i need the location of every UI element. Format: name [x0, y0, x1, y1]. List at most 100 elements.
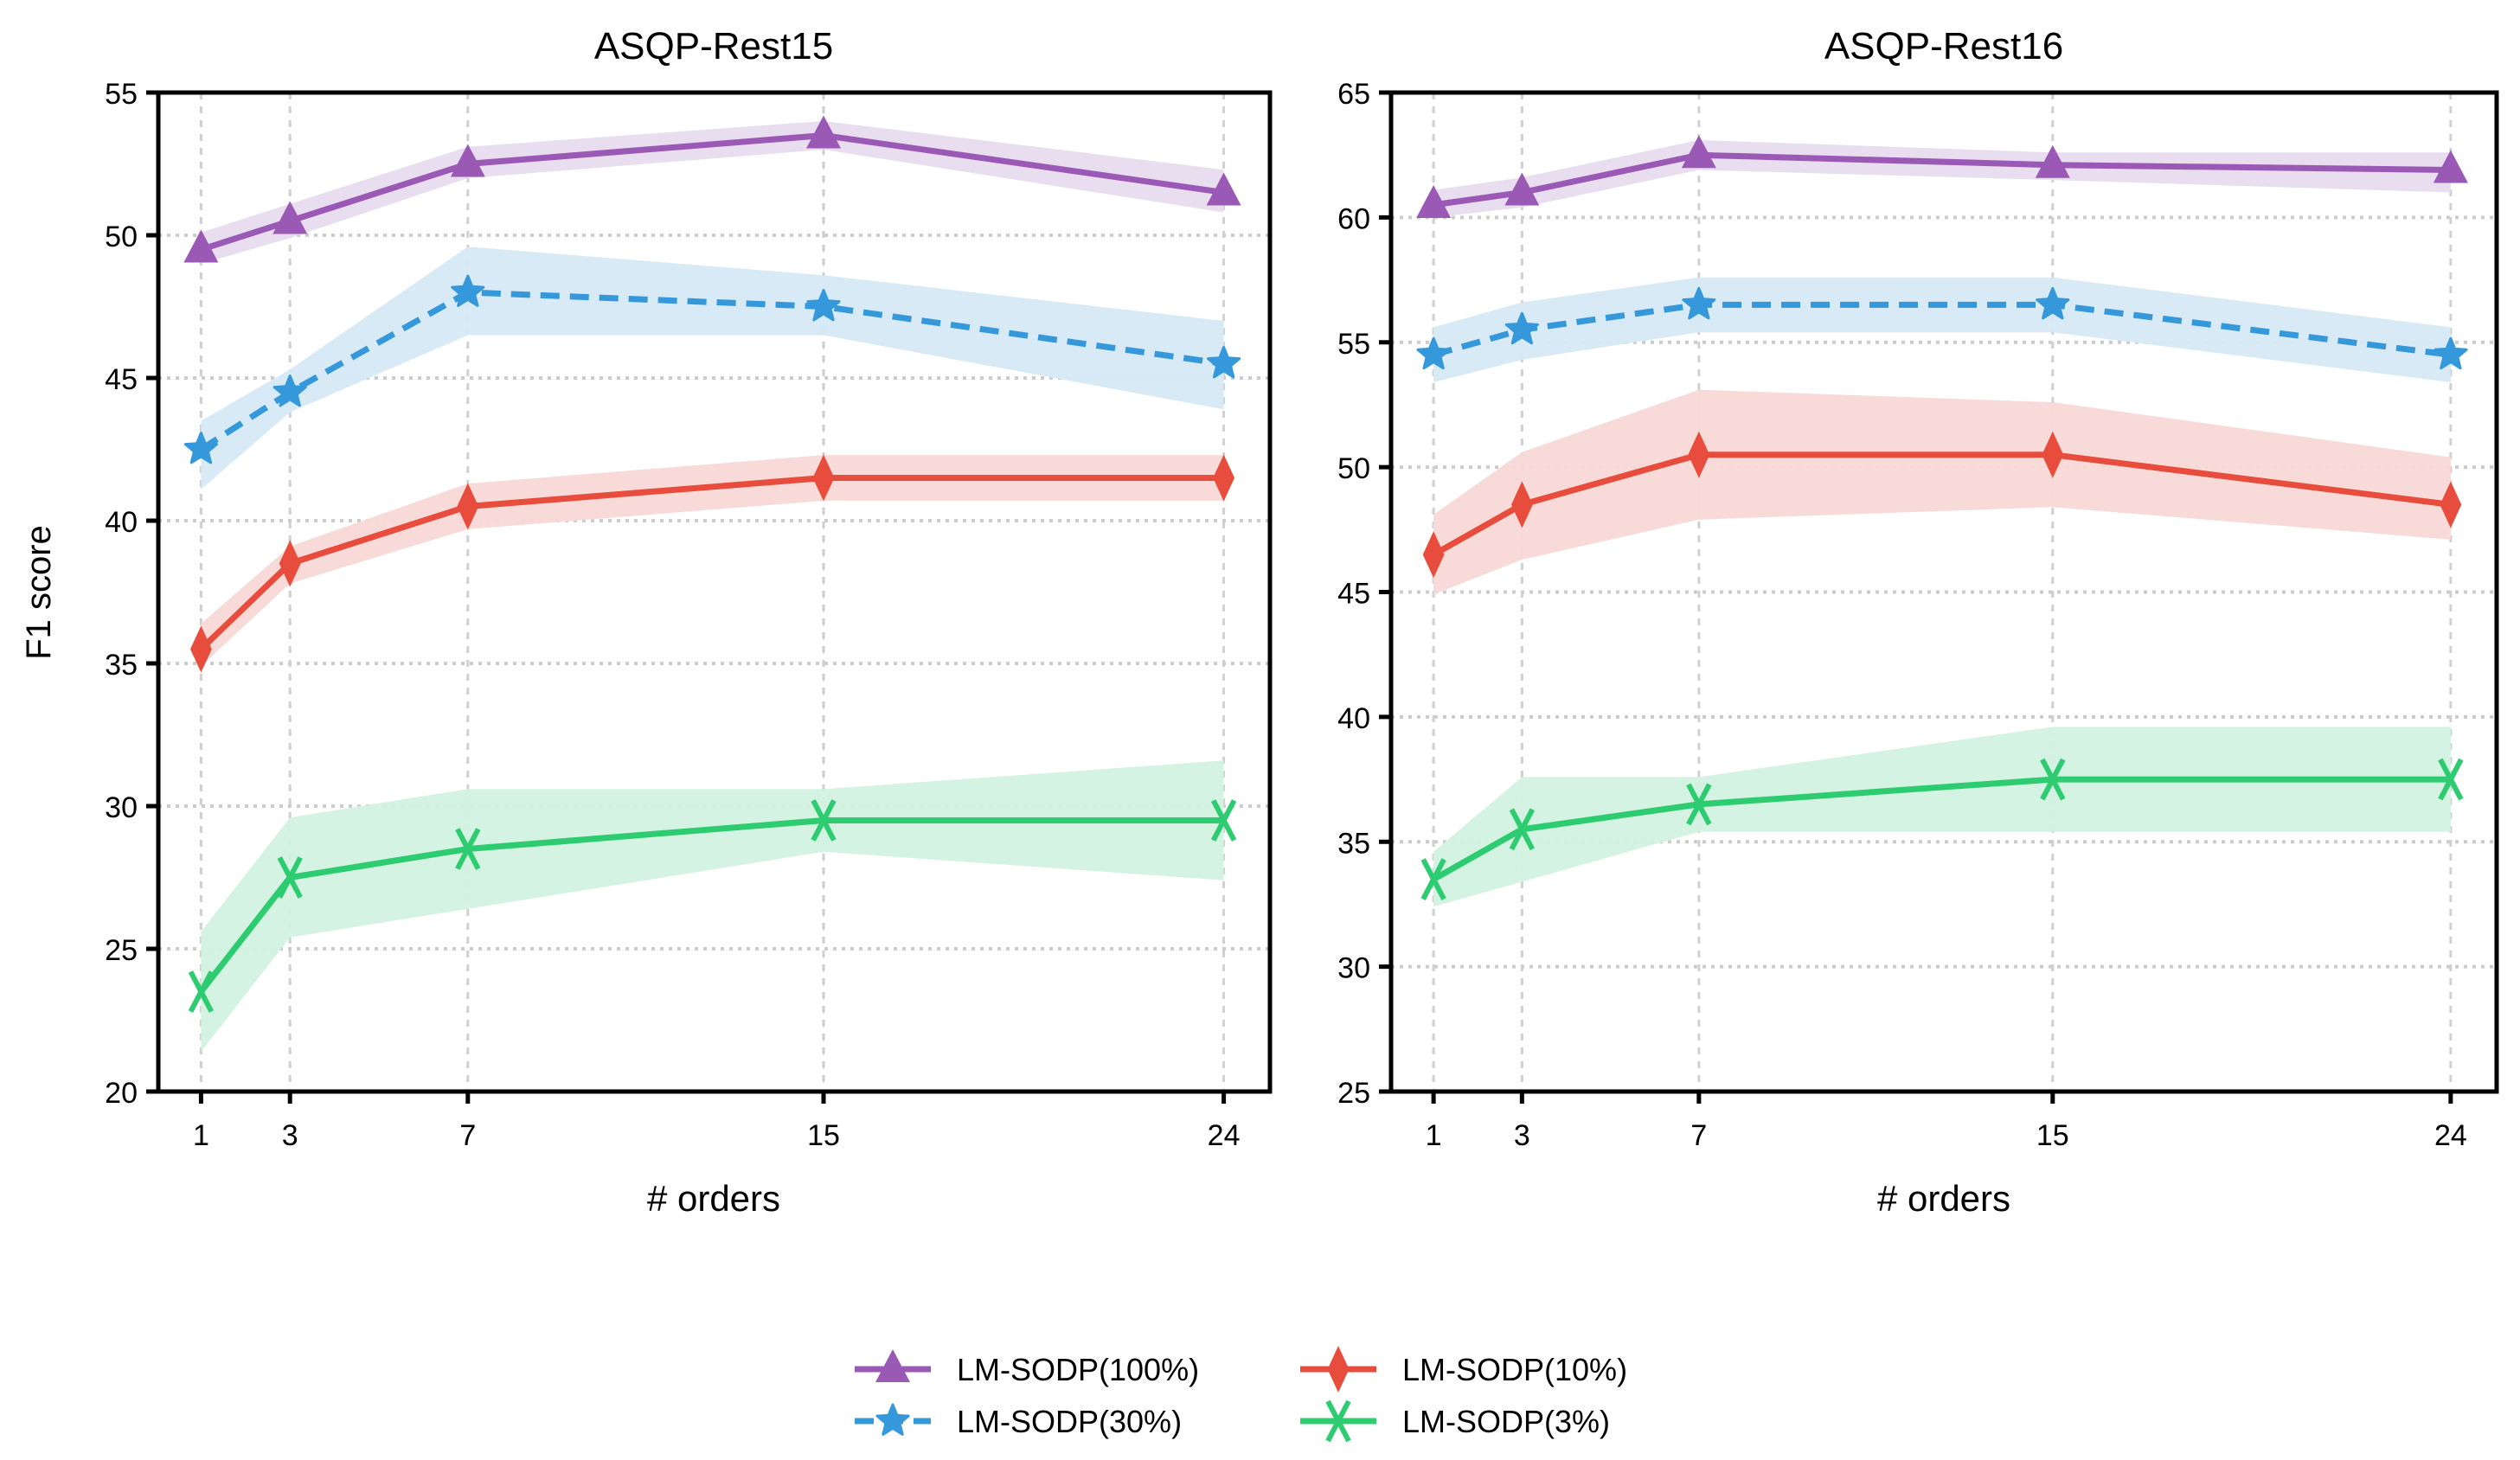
- series-lm-sodp-10: [1422, 431, 2462, 579]
- data-point: [1213, 454, 1234, 502]
- data-point: [457, 483, 479, 530]
- y-tick-label: 30: [1337, 952, 1370, 985]
- legend-label: LM-SODP(3%): [1402, 1404, 1610, 1439]
- data-point: [1504, 172, 1540, 206]
- legend-label: LM-SODP(30%): [957, 1404, 1182, 1439]
- data-point: [1210, 799, 1237, 842]
- data-point: [273, 375, 307, 407]
- data-point: [2433, 150, 2468, 183]
- y-tick-label: 45: [105, 363, 138, 396]
- data-point: [273, 201, 308, 234]
- x-tick-label: 15: [807, 1119, 840, 1152]
- chart-asqp-rest15: 20 25 30 35 40 45 50 55 1 3 7 15 24 ASQP-Rest15 F1 s…: [20, 25, 1273, 1219]
- data-point: [190, 625, 212, 673]
- confidence-band: [201, 247, 1224, 490]
- legend-item: LM-SODP(30%): [855, 1403, 1182, 1439]
- x-tick-label: 24: [2434, 1119, 2467, 1152]
- plot-area: 25 30 35 40 45 50 55 60 65 1 3 7 15 24: [1337, 78, 2499, 1152]
- y-tick-label: 60: [1337, 202, 1370, 235]
- confidence-band: [201, 760, 1224, 1052]
- data-point: [279, 540, 301, 587]
- confidence-band: [1433, 727, 2451, 907]
- data-point: [2042, 431, 2064, 478]
- diamond-marker-icon: [1327, 1346, 1350, 1393]
- series-lm-sodp-3: [188, 799, 1237, 1013]
- data-point: [1206, 172, 1241, 206]
- data-point: [2438, 758, 2464, 801]
- data-point: [1510, 481, 1533, 528]
- data-point: [806, 115, 841, 149]
- y-tick-label: 50: [1337, 452, 1370, 485]
- data-point: [2440, 481, 2462, 528]
- data-point: [1509, 808, 1536, 851]
- x-axis-label: # orders: [647, 1178, 780, 1219]
- confidence-band: [1433, 277, 2451, 382]
- legend-item: LM-SODP(3%): [1300, 1399, 1610, 1443]
- data-point: [2036, 286, 2070, 320]
- data-point: [183, 229, 219, 263]
- data-point: [1416, 336, 1451, 370]
- y-axis-label: F1 score: [20, 525, 58, 660]
- data-point: [1504, 311, 1539, 345]
- confidence-band: [1433, 389, 2451, 595]
- data-point: [451, 274, 485, 307]
- data-point: [1686, 783, 1712, 826]
- plot-area: 20 25 30 35 40 45 50 55 1 3 7 15 24: [105, 78, 1273, 1152]
- data-point: [1681, 135, 1716, 169]
- y-tick-label: 30: [105, 791, 138, 824]
- x-marker-icon: [1325, 1399, 1351, 1443]
- series-lm-sodp-100: [1416, 135, 2468, 218]
- x-tick-label: 15: [2036, 1119, 2069, 1152]
- x-tick-label: 3: [282, 1119, 298, 1152]
- legend-label: LM-SODP(100%): [957, 1352, 1199, 1387]
- data-point: [811, 799, 837, 842]
- data-point: [2040, 758, 2066, 801]
- chart-title: ASQP-Rest16: [1824, 25, 2063, 67]
- legend-item: LM-SODP(10%): [1300, 1346, 1627, 1393]
- data-point: [2035, 144, 2070, 178]
- y-tick-label: 35: [1337, 827, 1370, 860]
- legend-label: LM-SODP(10%): [1402, 1352, 1627, 1387]
- axes-frame: [156, 90, 1273, 1094]
- data-point: [183, 432, 218, 464]
- x-tick-label: 24: [1208, 1119, 1241, 1152]
- data-point: [1688, 431, 1710, 478]
- x-axis-label: # orders: [1877, 1178, 2010, 1219]
- y-tick-label: 55: [105, 78, 138, 111]
- data-point: [1682, 286, 1716, 320]
- data-point: [1207, 346, 1241, 379]
- x-tick-label: 7: [1690, 1119, 1707, 1152]
- y-tick-label: 55: [1337, 328, 1370, 361]
- series-lm-sodp-3: [1420, 758, 2464, 900]
- x-tick-label: 3: [1514, 1119, 1530, 1152]
- data-point: [2433, 336, 2468, 370]
- x-tick-label: 1: [1426, 1119, 1442, 1152]
- star-marker-icon: [875, 1403, 910, 1436]
- data-point: [450, 144, 485, 177]
- data-point: [1416, 184, 1452, 218]
- x-tick-label: 1: [193, 1119, 209, 1152]
- data-point: [455, 828, 481, 870]
- data-point: [188, 970, 215, 1013]
- y-tick-label: 25: [1337, 1077, 1370, 1110]
- y-tick-label: 40: [105, 506, 138, 539]
- chart-asqp-rest16: 25 30 35 40 45 50 55 60 65 1 3 7 15 24 ASQP-Rest16 # …: [1337, 25, 2499, 1219]
- data-point: [812, 454, 835, 502]
- series-lm-sodp-30: [1416, 286, 2468, 370]
- data-point: [1422, 531, 1445, 579]
- y-tick-label: 25: [105, 934, 138, 967]
- legend: LM-SODP(100%) LM-SODP(10%) LM-SODP(30%) LM-…: [855, 1346, 1627, 1443]
- data-point: [1420, 858, 1446, 900]
- triangle-marker-icon: [875, 1349, 910, 1382]
- y-tick-label: 35: [105, 649, 138, 682]
- y-tick-label: 65: [1337, 78, 1370, 111]
- y-tick-label: 20: [105, 1077, 138, 1110]
- x-tick-label: 7: [459, 1119, 476, 1152]
- data-point: [277, 856, 303, 899]
- chart-title: ASQP-Rest15: [594, 25, 833, 67]
- y-tick-label: 45: [1337, 578, 1370, 611]
- y-tick-label: 50: [105, 221, 138, 253]
- series-lm-sodp-10: [190, 454, 1234, 673]
- series-lm-sodp-100: [183, 115, 1241, 263]
